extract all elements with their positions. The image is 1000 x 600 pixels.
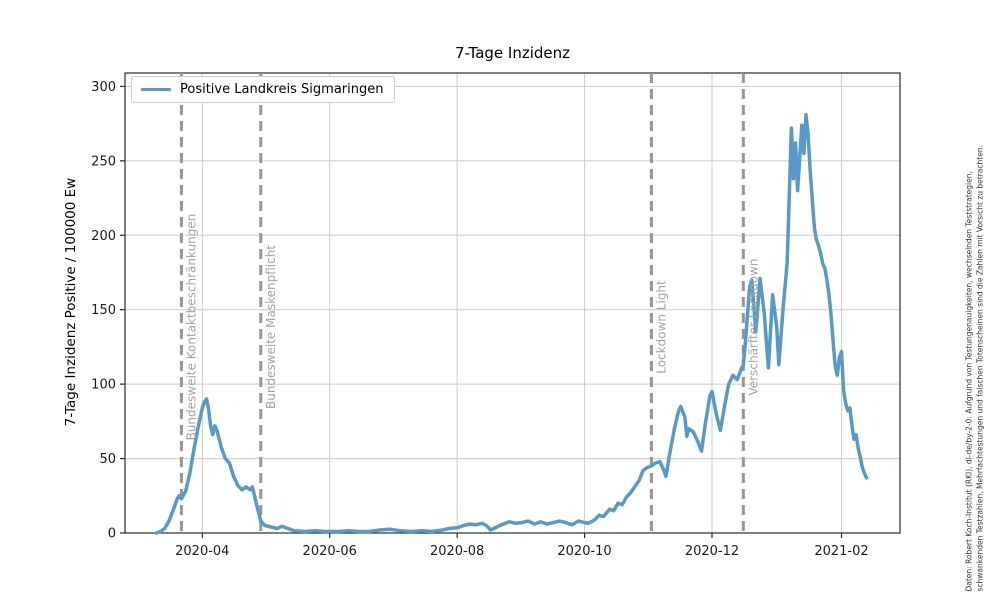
x-tick-label: 2020-04 [175, 544, 229, 559]
y-tick-label: 100 [91, 378, 116, 393]
x-tick-label: 2021-02 [814, 544, 868, 559]
legend-line-swatch [141, 87, 171, 92]
x-tick-label: 2020-06 [303, 544, 357, 559]
event-label: Lockdown Light [654, 280, 668, 374]
y-tick-label: 50 [99, 452, 116, 467]
chart-title: 7-Tage Inzidenz [454, 44, 571, 62]
legend-label: Positive Landkreis Sigmaringen [180, 82, 384, 97]
y-tick-label: 0 [108, 527, 116, 542]
event-label: Bundesweite Kontaktbeschränkungen [184, 214, 198, 441]
series-line [154, 112, 869, 535]
x-tick-label: 2020-08 [430, 544, 484, 559]
x-tick-label: 2020-10 [557, 544, 611, 559]
source-note-line-2: schwankenden Testzahlen, Mehrfachtestung… [975, 145, 984, 592]
event-label: Bundesweite Maskenpflicht [264, 245, 278, 409]
x-tick-label: 2020-12 [685, 544, 739, 559]
y-tick-label: 150 [91, 303, 116, 318]
plot-border [124, 72, 901, 534]
source-note-line-1: Daten: Robert Koch-Institut (RKI), dl-de… [964, 171, 974, 592]
event-label: Verschärfter Lockdown [746, 259, 760, 396]
y-tick-label: 300 [91, 80, 116, 95]
legend: Positive Landkreis Sigmaringen [131, 76, 396, 103]
y-tick-label: 250 [91, 154, 116, 169]
y-tick-label: 200 [91, 229, 116, 244]
